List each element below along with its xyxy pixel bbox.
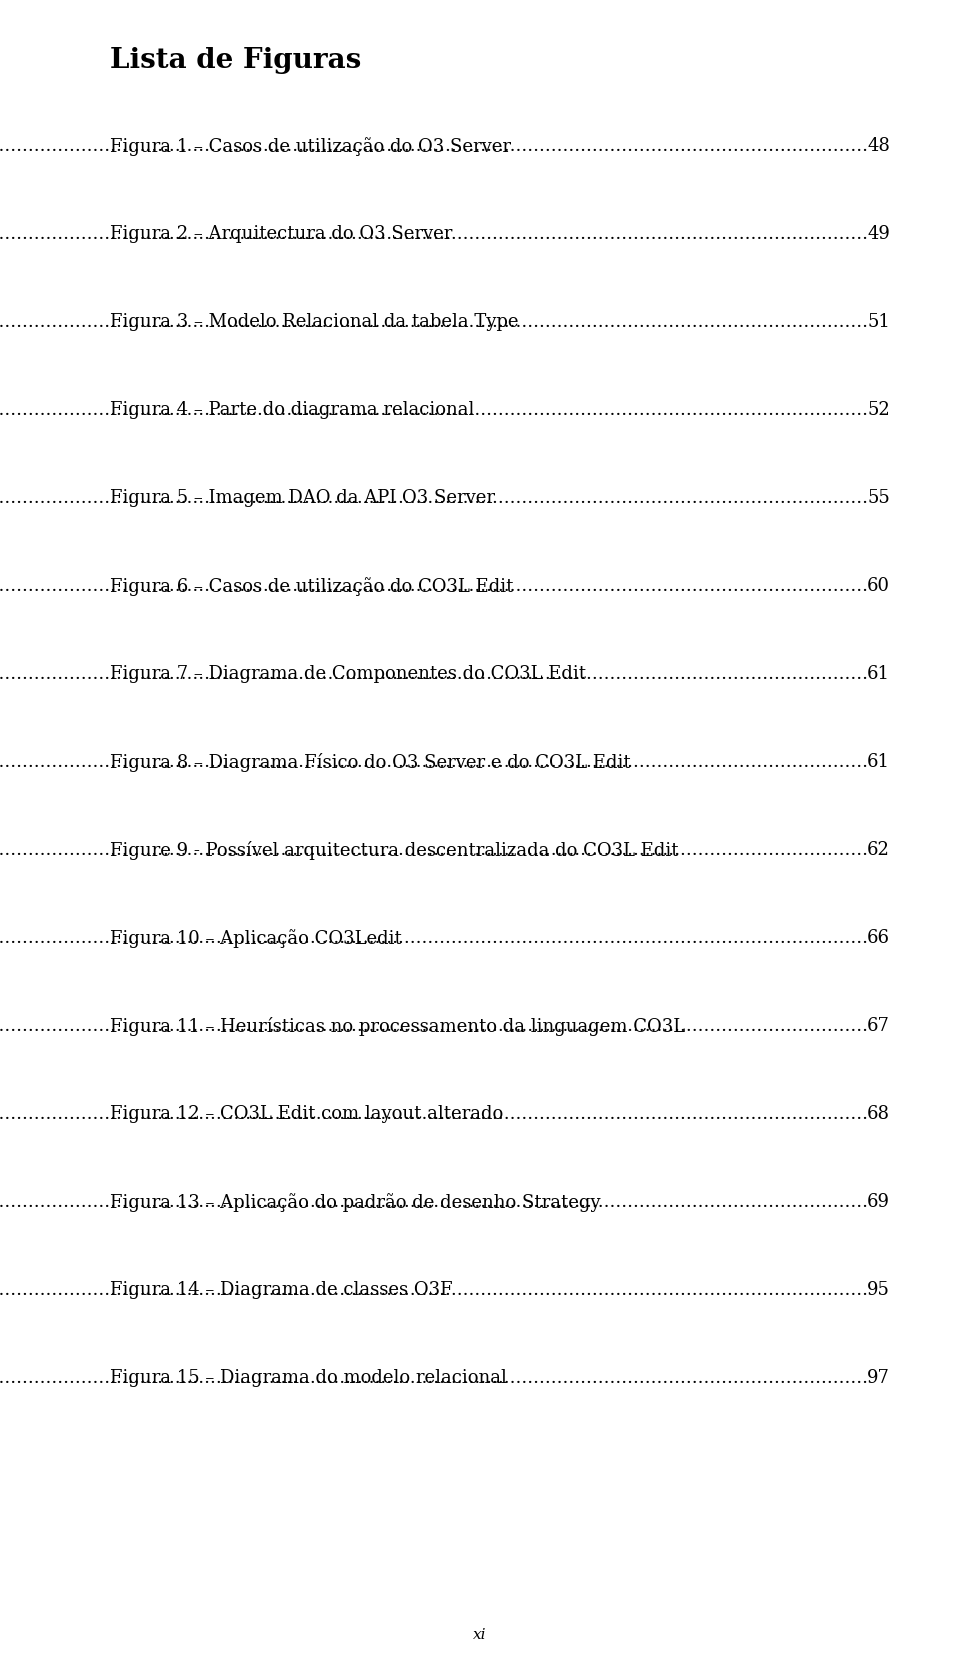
Text: ................................................................................: ........................................… bbox=[0, 401, 868, 419]
Text: ................................................................................: ........................................… bbox=[0, 1192, 868, 1211]
Text: ................................................................................: ........................................… bbox=[0, 1016, 868, 1035]
Text: ................................................................................: ........................................… bbox=[0, 138, 868, 154]
Text: ................................................................................: ........................................… bbox=[0, 314, 868, 330]
Text: 49: 49 bbox=[867, 225, 890, 243]
Text: Figura 3 – Modelo Relacional da tabela Type: Figura 3 – Modelo Relacional da tabela T… bbox=[110, 314, 518, 330]
Text: 68: 68 bbox=[867, 1105, 890, 1124]
Text: ................................................................................: ........................................… bbox=[0, 1368, 868, 1387]
Text: Figura 12 – CO3L Edit com layout alterado: Figura 12 – CO3L Edit com layout alterad… bbox=[110, 1105, 503, 1124]
Text: Figura 5 – Imagem DAO da API O3 Server: Figura 5 – Imagem DAO da API O3 Server bbox=[110, 490, 495, 506]
Text: xi: xi bbox=[473, 1628, 487, 1642]
Text: 66: 66 bbox=[867, 929, 890, 948]
Text: Figura 8 – Diagrama Físico do O3 Server e do CO3L Edit: Figura 8 – Diagrama Físico do O3 Server … bbox=[110, 753, 631, 771]
Text: ................................................................................: ........................................… bbox=[0, 577, 868, 595]
Text: Figura 13 – Aplicação do padrão de desenho Strategy: Figura 13 – Aplicação do padrão de desen… bbox=[110, 1192, 601, 1212]
Text: Lista de Figuras: Lista de Figuras bbox=[110, 47, 361, 74]
Text: 61: 61 bbox=[867, 753, 890, 771]
Text: ................................................................................: ........................................… bbox=[0, 666, 868, 683]
Text: 61: 61 bbox=[867, 666, 890, 683]
Text: Figura 11 – Heurísticas no processamento da linguagem CO3L: Figura 11 – Heurísticas no processamento… bbox=[110, 1016, 685, 1036]
Text: 51: 51 bbox=[867, 314, 890, 330]
Text: 60: 60 bbox=[867, 577, 890, 595]
Text: 62: 62 bbox=[867, 840, 890, 859]
Text: Figura 15 – Diagrama do modelo relacional: Figura 15 – Diagrama do modelo relaciona… bbox=[110, 1368, 507, 1387]
Text: 95: 95 bbox=[867, 1281, 890, 1300]
Text: Figura 4 – Parte do diagrama relacional: Figura 4 – Parte do diagrama relacional bbox=[110, 401, 474, 419]
Text: Figura 7 – Diagrama de Componentes do CO3L Edit: Figura 7 – Diagrama de Componentes do CO… bbox=[110, 666, 586, 683]
Text: ................................................................................: ........................................… bbox=[0, 225, 868, 243]
Text: ................................................................................: ........................................… bbox=[0, 840, 868, 859]
Text: Figura 6 – Casos de utilização do CO3L Edit: Figura 6 – Casos de utilização do CO3L E… bbox=[110, 577, 514, 595]
Text: ................................................................................: ........................................… bbox=[0, 490, 868, 506]
Text: Figure 9 - Possível arquitectura descentralizada do CO3L Edit: Figure 9 - Possível arquitectura descent… bbox=[110, 840, 679, 860]
Text: ................................................................................: ........................................… bbox=[0, 929, 868, 948]
Text: ................................................................................: ........................................… bbox=[0, 1105, 868, 1124]
Text: 67: 67 bbox=[867, 1016, 890, 1035]
Text: Figura 2 – Arquitectura do O3 Server: Figura 2 – Arquitectura do O3 Server bbox=[110, 225, 452, 243]
Text: 97: 97 bbox=[867, 1368, 890, 1387]
Text: 69: 69 bbox=[867, 1192, 890, 1211]
Text: ................................................................................: ........................................… bbox=[0, 1281, 868, 1300]
Text: 55: 55 bbox=[867, 490, 890, 506]
Text: Figura 1 – Casos de utilização do O3 Server: Figura 1 – Casos de utilização do O3 Ser… bbox=[110, 138, 511, 156]
Text: ................................................................................: ........................................… bbox=[0, 753, 868, 771]
Text: Figura 10 – Aplicação CO3Ledit: Figura 10 – Aplicação CO3Ledit bbox=[110, 929, 401, 948]
Text: Figura 14 – Diagrama de classes O3F: Figura 14 – Diagrama de classes O3F bbox=[110, 1281, 452, 1300]
Text: 52: 52 bbox=[867, 401, 890, 419]
Text: 48: 48 bbox=[867, 138, 890, 154]
